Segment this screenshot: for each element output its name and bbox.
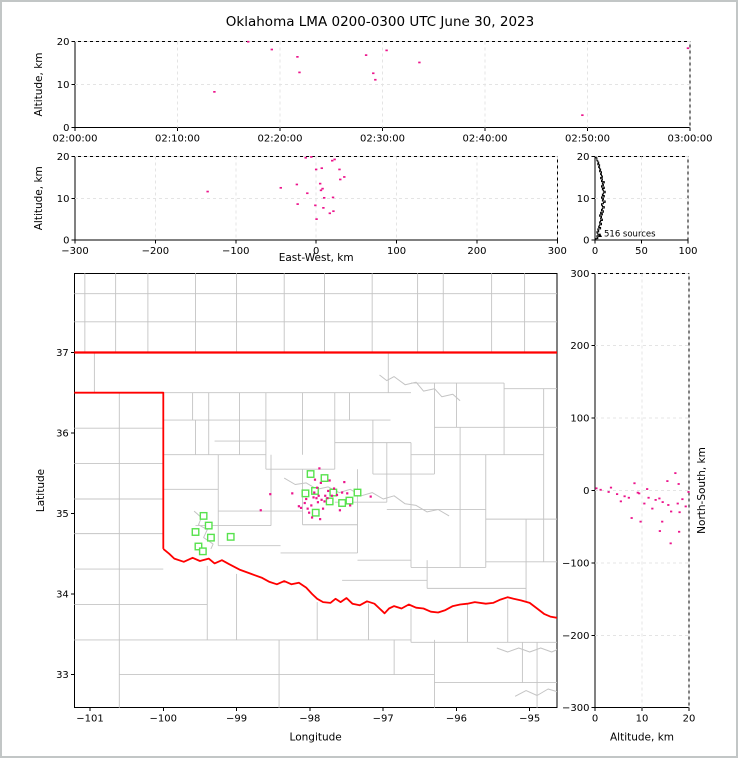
eastwest-xtick-label: −100 [222,246,249,257]
northsouth-xlabel: Altitude, km [610,732,674,744]
panel-eastwest-height: −300 −200 −100 0 100 200 300 0 10 20 East-West, km… [33,152,567,264]
map-xtick-label: −100 [150,714,177,725]
time-height-ylabel: Altitude, km [33,52,45,116]
northsouth-ytick-label: −200 [562,631,589,642]
map-ytick-label: 33 [56,670,69,681]
eastwest-ytick-label: 0 [63,236,69,247]
eastwest-ytick-label: 20 [57,152,70,163]
map-xtick-label: −95 [519,714,540,725]
time-height-xtick-label: 02:40:00 [463,134,508,145]
panel-time-height: 02:00:00 02:10:00 02:20:00 02:30:00 02:40:00… [33,37,712,145]
time-height-xtick-label: 02:00:00 [53,134,98,145]
time-height-ytick-label: 10 [57,80,70,91]
map-ytick-label: 37 [56,348,69,359]
lma-sources-eastwest [206,156,346,220]
source-count-annotation: 516 sources [604,230,656,240]
northsouth-ytick-label: −100 [562,558,589,569]
panel-altitude-histogram: 0 50 100 0 10 20 516 sources [577,152,698,257]
histogram-ytick-label: 10 [577,194,590,205]
histogram-ytick-label: 20 [577,152,590,163]
map-ytick-label: 35 [56,509,69,520]
map-ytick-label: 36 [56,428,69,439]
altitude-histogram-line [595,156,606,240]
eastwest-xtick-label: 0 [313,246,319,257]
histogram-grid [595,156,689,240]
histogram-xtick-label: 0 [592,246,598,257]
time-height-ytick-label: 20 [57,37,70,48]
eastwest-xtick-label: 100 [387,246,406,257]
northsouth-ticks: 0 10 20 300 200 100 0 −100 −200 −300 [562,269,695,725]
map-ytick-label: 34 [56,590,69,601]
map-xlabel: Longitude [290,732,342,744]
northsouth-xtick-label: 0 [592,714,598,725]
northsouth-ytick-label: 0 [583,486,589,497]
eastwest-xlabel: East-West, km [279,252,354,264]
panel-plan-view-map: −101 −100 −99 −98 −97 −96 −95 33 34 35 36 37 Longitu… [35,272,558,744]
histogram-xtick-label: 100 [678,246,697,257]
eastwest-ytick-label: 10 [57,194,70,205]
eastwest-ylabel: Altitude, km [33,166,45,230]
northsouth-ytick-label: 300 [570,269,589,280]
map-ticks: −101 −100 −99 −98 −97 −96 −95 33 34 35 36 37 [56,348,540,725]
map-xtick-label: −97 [373,714,394,725]
time-height-xtick-label: 02:10:00 [155,134,200,145]
lma-sources-time [213,40,690,117]
northsouth-ytick-label: 100 [570,414,589,425]
map-xtick-label: −98 [299,714,320,725]
map-xtick-label: −101 [76,714,103,725]
eastwest-xtick-label: 200 [467,246,486,257]
panel-northsouth-height: 0 10 20 300 200 100 0 −100 −200 −300 Altitude, km N… [562,269,708,744]
histogram-ticks: 0 50 100 0 10 20 [577,152,698,257]
lma-sources-map [259,467,372,521]
county-boundaries [74,273,558,708]
time-height-grid [75,40,691,128]
northsouth-ytick-label: −300 [562,703,589,714]
time-height-xtick-label: 02:20:00 [258,134,303,145]
time-height-xtick-label: 02:50:00 [565,134,610,145]
histogram-ytick-label: 0 [583,236,589,247]
eastwest-xtick-label: −200 [142,246,169,257]
lma-station-markers [191,470,362,556]
map-xtick-label: −99 [226,714,247,725]
lma-sources-northsouth [595,472,690,545]
northsouth-xtick-label: 20 [683,714,696,725]
eastwest-xtick-label: 300 [548,246,567,257]
map-xtick-label: −96 [446,714,467,725]
time-height-xtick-label: 02:30:00 [360,134,405,145]
histogram-annotation-marker [598,233,602,237]
histogram-xtick-label: 50 [635,246,648,257]
time-height-xtick-label: 03:00:00 [668,134,713,145]
map-ylabel: Latitude [35,469,47,512]
northsouth-ytick-label: 200 [570,341,589,352]
northsouth-grid [595,272,690,708]
eastwest-grid [75,156,558,240]
map-content [74,273,558,708]
northsouth-ylabel: North-South, km [696,447,708,534]
time-height-ytick-label: 0 [63,123,69,134]
plot-title: Oklahoma LMA 0200-0300 UTC June 30, 2023 [226,14,534,30]
time-height-ticks: 02:00:00 02:10:00 02:20:00 02:30:00 02:40:00… [53,37,713,145]
eastwest-ticks: −300 −200 −100 0 100 200 300 0 10 20 [57,152,567,257]
state-border [74,351,558,619]
northsouth-xtick-label: 10 [636,714,649,725]
eastwest-xtick-label: −300 [61,246,88,257]
